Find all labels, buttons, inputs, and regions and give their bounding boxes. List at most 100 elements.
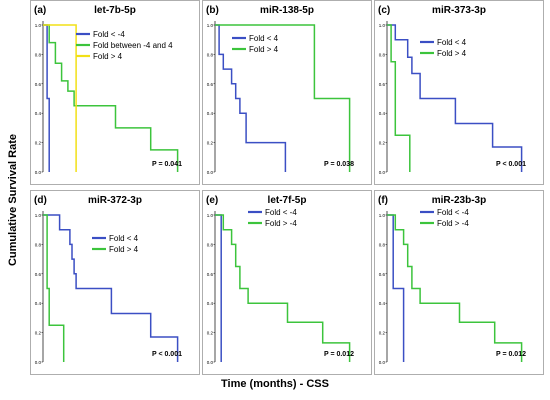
y-tick-label: 1.0 <box>379 213 386 218</box>
series-line-green <box>215 24 351 172</box>
km-chart-b: 0.0 0.2 0.4 0.6 0.8 1.0 (b) miR-138-5p Fold < 4 F… <box>202 0 372 185</box>
panel-f: 0.0 0.2 0.4 0.6 0.8 1.0 (f) miR-23b-3p Fold < -4… <box>374 190 544 375</box>
series-line-yellow <box>43 24 77 172</box>
p-value-label: P = 0.041 <box>152 161 182 168</box>
panel-c: 0.0 0.2 0.4 0.6 0.8 1.0 (c) miR-373-3p Fold < 4 F… <box>374 0 544 185</box>
y-tick-label: 0.2 <box>379 141 386 146</box>
y-tick-label: 0.0 <box>207 170 214 175</box>
chart-title: miR-23b-3p <box>432 195 486 206</box>
panel-label: (c) <box>378 5 390 16</box>
y-tick-label: 0.2 <box>207 331 214 336</box>
series-line-green <box>387 214 523 362</box>
legend-label: Fold > -4 <box>265 219 297 228</box>
legend-label: Fold < -4 <box>265 208 297 217</box>
y-tick-label: 0.6 <box>379 82 386 87</box>
y-tick-label: 0.2 <box>35 141 42 146</box>
series-line-green <box>43 214 65 362</box>
y-tick-label: 0.2 <box>35 331 42 336</box>
y-tick-label: 0.4 <box>379 301 386 306</box>
series-line-blue <box>215 214 222 362</box>
legend-label: Fold < -4 <box>93 30 125 39</box>
series-line-green <box>387 24 411 172</box>
series-line-blue <box>387 24 523 172</box>
y-tick-label: 0.8 <box>35 242 42 247</box>
y-tick-label: 1.0 <box>207 213 214 218</box>
chart-title: let-7b-5p <box>94 5 136 16</box>
series-line-green <box>215 214 351 362</box>
x-axis-title: Time (months) - CSS <box>221 378 329 390</box>
y-tick-label: 0.0 <box>207 360 214 365</box>
y-axis-title: Cumulative Survival Rate <box>7 134 19 266</box>
y-tick-label: 0.6 <box>207 82 214 87</box>
y-tick-label: 0.8 <box>207 242 214 247</box>
legend-label: Fold > -4 <box>437 219 469 228</box>
p-value-label: P = 0.012 <box>324 351 354 358</box>
chart-title: miR-372-3p <box>88 195 142 206</box>
km-chart-d: 0.0 0.2 0.4 0.6 0.8 1.0 (d) miR-372-3p Fold < 4 F… <box>30 190 200 375</box>
y-tick-label: 0.4 <box>379 111 386 116</box>
p-value-label: P = 0.038 <box>324 161 354 168</box>
km-chart-a: 0.0 0.2 0.4 0.6 0.8 1.0 (a) let-7b-5p Fold < -4 F… <box>30 0 200 185</box>
y-tick-label: 0.2 <box>379 331 386 336</box>
series-line-blue <box>43 214 179 362</box>
km-chart-f: 0.0 0.2 0.4 0.6 0.8 1.0 (f) miR-23b-3p Fold < -4… <box>374 190 544 375</box>
y-tick-label: 0.4 <box>207 301 214 306</box>
y-tick-label: 0.0 <box>379 360 386 365</box>
p-value-label: P < 0.001 <box>152 351 182 358</box>
y-tick-label: 1.0 <box>379 23 386 28</box>
y-tick-label: 0.4 <box>35 301 42 306</box>
y-tick-label: 0.8 <box>379 242 386 247</box>
plot-frame <box>374 190 544 375</box>
y-tick-label: 0.0 <box>35 170 42 175</box>
legend-label: Fold > 4 <box>109 245 139 254</box>
panel-label: (e) <box>206 195 218 206</box>
chart-title: miR-138-5p <box>260 5 314 16</box>
panel-label: (d) <box>34 195 47 206</box>
y-tick-label: 0.8 <box>379 52 386 57</box>
y-tick-label: 1.0 <box>35 213 42 218</box>
legend-label: Fold between -4 and 4 <box>93 41 173 50</box>
y-tick-label: 0.6 <box>379 272 386 277</box>
y-tick-label: 0.6 <box>207 272 214 277</box>
panel-e: 0.0 0.2 0.4 0.6 0.8 1.0 (e) let-7f-5p Fold < -4 F… <box>202 190 372 375</box>
series-line-green <box>43 24 179 172</box>
y-tick-label: 0.8 <box>207 52 214 57</box>
y-tick-label: 0.0 <box>35 360 42 365</box>
panel-a: 0.0 0.2 0.4 0.6 0.8 1.0 (a) let-7b-5p Fold < -4 F… <box>30 0 200 185</box>
panel-label: (a) <box>34 5 46 16</box>
plot-frame <box>30 0 200 185</box>
legend-label: Fold > 4 <box>93 52 123 61</box>
y-tick-label: 0.6 <box>35 82 42 87</box>
y-tick-label: 0.2 <box>207 141 214 146</box>
chart-title: miR-373-3p <box>432 5 486 16</box>
y-tick-label: 1.0 <box>35 23 42 28</box>
series-line-blue <box>43 24 50 172</box>
panel-d: 0.0 0.2 0.4 0.6 0.8 1.0 (d) miR-372-3p Fold < 4 F… <box>30 190 200 375</box>
legend-label: Fold < 4 <box>249 34 279 43</box>
km-chart-e: 0.0 0.2 0.4 0.6 0.8 1.0 (e) let-7f-5p Fold < -4 F… <box>202 190 372 375</box>
p-value-label: P = 0.012 <box>496 351 526 358</box>
plot-frame <box>202 190 372 375</box>
legend-label: Fold > 4 <box>437 49 467 58</box>
plot-frame <box>202 0 372 185</box>
km-chart-c: 0.0 0.2 0.4 0.6 0.8 1.0 (c) miR-373-3p Fold < 4 F… <box>374 0 544 185</box>
y-tick-label: 0.0 <box>379 170 386 175</box>
y-tick-label: 0.6 <box>35 272 42 277</box>
y-tick-label: 1.0 <box>207 23 214 28</box>
panel-b: 0.0 0.2 0.4 0.6 0.8 1.0 (b) miR-138-5p Fold < 4 F… <box>202 0 372 185</box>
legend-label: Fold > 4 <box>249 45 279 54</box>
legend-label: Fold < 4 <box>437 38 467 47</box>
series-line-blue <box>387 214 405 362</box>
y-tick-label: 0.4 <box>207 111 214 116</box>
panel-label: (f) <box>378 195 388 206</box>
plot-frame <box>30 190 200 375</box>
legend-label: Fold < 4 <box>109 234 139 243</box>
p-value-label: P < 0.001 <box>496 161 526 168</box>
y-tick-label: 0.8 <box>35 52 42 57</box>
series-line-blue <box>215 24 287 172</box>
chart-title: let-7f-5p <box>268 195 307 206</box>
legend-label: Fold < -4 <box>437 208 469 217</box>
y-tick-label: 0.4 <box>35 111 42 116</box>
plot-frame <box>374 0 544 185</box>
panel-label: (b) <box>206 5 219 16</box>
